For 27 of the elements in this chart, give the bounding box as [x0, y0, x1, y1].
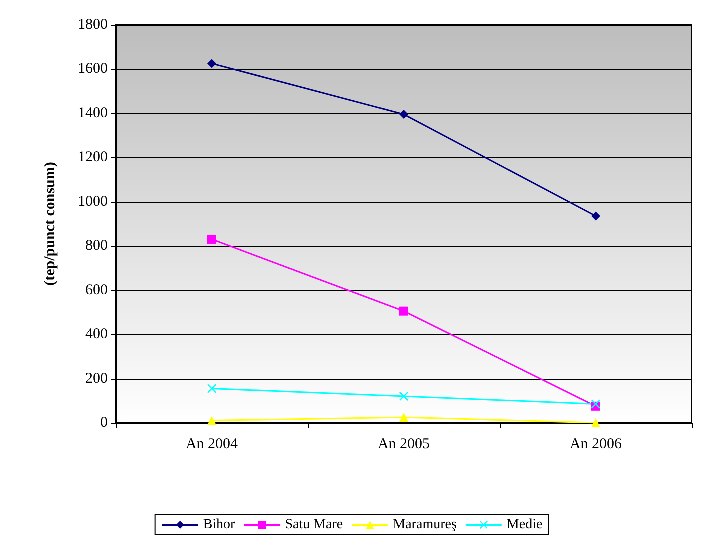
legend-label: Maramureş	[393, 518, 457, 532]
y-axis-title: (tep/punct consum)	[42, 162, 58, 286]
y-tick-label: 1800	[78, 17, 108, 33]
y-tick-label: 200	[86, 370, 108, 387]
point	[208, 234, 216, 244]
y-tick-label: 800	[86, 238, 108, 254]
y-tick-label: 1200	[78, 150, 108, 166]
point	[208, 59, 216, 68]
point	[208, 384, 216, 394]
x-tick-label: An 2006	[570, 436, 623, 452]
point	[400, 110, 408, 120]
y-tick-label: 400	[86, 326, 108, 343]
y-tick-label: 1400	[78, 105, 108, 122]
point	[208, 416, 216, 426]
legend-label: Medie	[506, 518, 543, 532]
x-tick-label: An 2005	[378, 436, 430, 452]
legend-label: Bihor	[203, 518, 236, 532]
point	[400, 412, 408, 422]
y-tick-label: 600	[86, 282, 108, 298]
point	[592, 418, 600, 428]
y-tick-label: 1000	[78, 194, 108, 210]
y-tick-label: 0	[100, 415, 108, 431]
legend-label: Satu Mare	[285, 518, 344, 532]
x-tick-label: An 2004	[186, 436, 239, 452]
point	[592, 212, 600, 221]
y-tick-label: 1600	[78, 61, 108, 78]
point	[400, 306, 408, 316]
